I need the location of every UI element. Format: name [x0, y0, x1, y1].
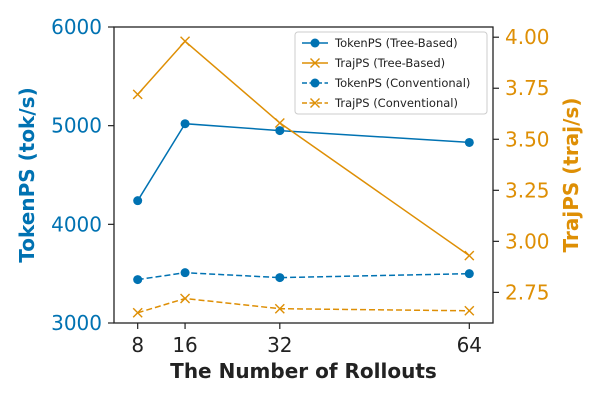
legend-entry: TrajPS (Tree-Based)	[302, 56, 445, 70]
data-point	[132, 307, 143, 318]
legend-marker	[310, 58, 320, 68]
series-3	[132, 293, 475, 318]
legend-label: TokenPS (Tree-Based)	[334, 36, 458, 50]
legend-marker	[310, 78, 320, 88]
right-axis-title: TrajPS (traj/s)	[559, 98, 583, 253]
legend-box	[294, 31, 488, 115]
legend-marker	[310, 98, 320, 108]
data-point	[180, 119, 190, 129]
data-point	[180, 36, 191, 47]
legend-label: TrajPS (Conventional)	[334, 96, 458, 110]
x-tick-label: 8	[131, 333, 144, 357]
left-tick-label: 3000	[51, 311, 102, 335]
series-1	[132, 36, 475, 261]
data-point	[132, 89, 143, 100]
left-tick-label: 4000	[51, 212, 102, 236]
right-tick-label: 2.75	[505, 280, 550, 304]
left-tick-label: 5000	[51, 114, 102, 138]
plot-frame	[113, 26, 494, 324]
axes-layer: 8 16 32 64 3000 4000 5000 6000 2.75 3.00 3.25 3.50 3…	[51, 15, 549, 357]
x-tick-label: 64	[457, 333, 482, 357]
data-point	[275, 126, 285, 136]
plot-area	[113, 26, 494, 324]
right-tick-label: 3.75	[505, 76, 550, 100]
data-point	[133, 275, 143, 285]
series-layer	[132, 36, 475, 318]
data-point	[274, 303, 285, 314]
series-line	[137, 297, 470, 314]
data-point	[180, 268, 190, 278]
left-axis-title: TokenPS (tok/s)	[15, 87, 39, 262]
legend-label: TokenPS (Conventional)	[334, 76, 470, 90]
data-point	[275, 273, 285, 283]
right-tick-label: 3.00	[505, 229, 550, 253]
x-tick-label: 16	[172, 333, 197, 357]
left-tick-label: 6000	[51, 15, 102, 39]
x-tick-label: 32	[267, 333, 292, 357]
right-tick-label: 3.25	[505, 178, 550, 202]
series-0	[133, 119, 474, 206]
legend-entry: TokenPS (Tree-Based)	[302, 36, 458, 50]
right-tick-label: 4.00	[505, 25, 550, 49]
legend-entry: TrajPS (Conventional)	[302, 96, 458, 110]
legend-label: TrajPS (Tree-Based)	[334, 56, 445, 70]
data-point	[464, 269, 474, 279]
legend-marker	[310, 38, 320, 48]
data-point	[464, 250, 475, 261]
series-line	[137, 40, 470, 257]
data-point	[133, 196, 143, 206]
data-point	[464, 305, 475, 316]
series-line	[137, 271, 470, 281]
legend: TokenPS (Tree-Based) TrajPS (Tree-Based) T…	[294, 31, 488, 115]
data-point	[180, 293, 191, 304]
legend-entry: TokenPS (Conventional)	[302, 76, 470, 90]
series-line	[137, 122, 470, 202]
data-point	[274, 117, 285, 128]
x-axis-title: The Number of Rollouts	[170, 359, 437, 383]
series-2	[133, 268, 474, 285]
right-tick-label: 3.50	[505, 127, 550, 151]
data-point	[464, 137, 474, 147]
